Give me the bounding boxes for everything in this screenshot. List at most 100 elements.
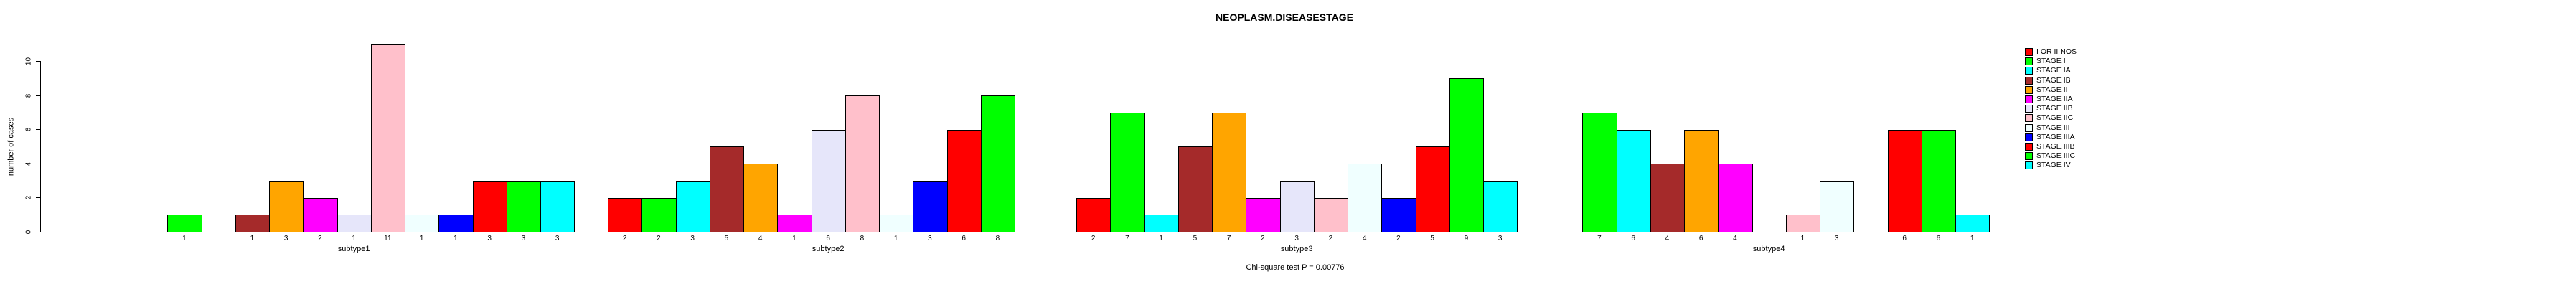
chart-title: NEOPLASM.DISEASESTAGE bbox=[1216, 11, 1353, 23]
bar bbox=[641, 197, 677, 232]
legend-item: STAGE IIB bbox=[2025, 104, 2077, 113]
bar-value-label: 1 bbox=[1970, 235, 1975, 243]
bar-value-label: 3 bbox=[690, 235, 695, 243]
bar-value-label: 4 bbox=[758, 235, 763, 243]
bar-value-label: 6 bbox=[826, 235, 830, 243]
bar-value-label: 3 bbox=[283, 235, 288, 243]
bar-value-label: 6 bbox=[1936, 235, 1941, 243]
legend-item: STAGE IIIA bbox=[2025, 133, 2077, 142]
bar bbox=[235, 215, 270, 232]
bar bbox=[1415, 146, 1450, 232]
bar-value-label: 4 bbox=[1733, 235, 1737, 243]
legend-label: STAGE IV bbox=[2036, 161, 2071, 170]
legend-label: STAGE IIB bbox=[2036, 104, 2073, 113]
bar bbox=[1483, 180, 1518, 232]
bar-value-label: 7 bbox=[1597, 235, 1602, 243]
bar-value-label: 2 bbox=[318, 235, 322, 243]
legend-swatch bbox=[2025, 85, 2033, 94]
bar-value-label: 11 bbox=[384, 235, 392, 243]
group-label: subtype3 bbox=[1280, 245, 1313, 253]
bar-value-label: 1 bbox=[453, 235, 458, 243]
bar-value-label: 5 bbox=[1193, 235, 1198, 243]
bar bbox=[1684, 129, 1719, 232]
y-tick-label: 8 bbox=[24, 93, 33, 98]
legend-swatch bbox=[2025, 114, 2033, 123]
bar-value-label: 3 bbox=[1294, 235, 1299, 243]
bar-value-label: 3 bbox=[1498, 235, 1503, 243]
bar-value-label: 3 bbox=[555, 235, 560, 243]
y-tick-label: 6 bbox=[24, 127, 33, 132]
bar-value-label: 8 bbox=[860, 235, 865, 243]
bar-value-label: 5 bbox=[724, 235, 729, 243]
chi-square-annotation: Chi-square test P = 0.00776 bbox=[1246, 263, 1345, 272]
bar bbox=[1381, 197, 1416, 232]
bar-value-label: 3 bbox=[928, 235, 932, 243]
legend-swatch bbox=[2025, 105, 2033, 113]
bar bbox=[980, 95, 1015, 232]
bar bbox=[946, 129, 982, 232]
bar bbox=[1076, 197, 1111, 232]
legend-label: STAGE I bbox=[2036, 57, 2066, 66]
bar bbox=[743, 164, 779, 232]
y-tick-label: 4 bbox=[24, 161, 33, 166]
legend-item: STAGE IB bbox=[2025, 76, 2077, 85]
legend-label: STAGE IB bbox=[2036, 75, 2071, 85]
bar-value-label: 1 bbox=[893, 235, 898, 243]
legend-label: I OR II NOS bbox=[2036, 47, 2077, 57]
bar bbox=[303, 197, 338, 232]
bar-value-label: 2 bbox=[1328, 235, 1333, 243]
legend-swatch bbox=[2025, 133, 2033, 141]
bar-value-label: 2 bbox=[1091, 235, 1096, 243]
legend-swatch bbox=[2025, 48, 2033, 57]
bar-value-label: 1 bbox=[1800, 235, 1805, 243]
legend-swatch bbox=[2025, 57, 2033, 66]
bar bbox=[370, 44, 405, 232]
legend-swatch bbox=[2025, 161, 2033, 170]
y-tick-label: 2 bbox=[24, 195, 33, 200]
bar-value-label: 3 bbox=[487, 235, 492, 243]
bar bbox=[1144, 215, 1179, 232]
bar bbox=[913, 180, 948, 232]
bar bbox=[879, 215, 914, 232]
y-tick-label: 0 bbox=[24, 230, 33, 234]
legend-label: STAGE IIA bbox=[2036, 95, 2073, 104]
bar-value-label: 2 bbox=[1396, 235, 1401, 243]
bar bbox=[438, 215, 474, 232]
bar-value-label: 3 bbox=[521, 235, 526, 243]
legend-item: STAGE IIC bbox=[2025, 113, 2077, 123]
legend-item: STAGE IIIC bbox=[2025, 151, 2077, 161]
legend-swatch bbox=[2025, 152, 2033, 161]
bar bbox=[608, 197, 643, 232]
y-tick-mark bbox=[36, 197, 41, 198]
bar bbox=[1820, 180, 1855, 232]
bar-value-label: 1 bbox=[1159, 235, 1163, 243]
bar bbox=[675, 180, 710, 232]
legend-swatch bbox=[2025, 95, 2033, 104]
bar-value-label: 7 bbox=[1125, 235, 1129, 243]
legend-item: STAGE IA bbox=[2025, 66, 2077, 75]
bar-value-label: 6 bbox=[962, 235, 966, 243]
y-tick-label: 10 bbox=[24, 57, 33, 66]
y-tick-mark bbox=[36, 61, 41, 62]
legend-label: STAGE II bbox=[2036, 85, 2068, 94]
bar bbox=[1785, 215, 1820, 232]
bar-value-label: 9 bbox=[1464, 235, 1469, 243]
bar bbox=[540, 180, 575, 232]
legend-item: I OR II NOS bbox=[2025, 47, 2077, 57]
bar bbox=[269, 180, 304, 232]
group-label: subtype2 bbox=[812, 245, 845, 253]
bar bbox=[845, 95, 880, 232]
legend-item: STAGE IIIB bbox=[2025, 142, 2077, 151]
bar-value-label: 1 bbox=[792, 235, 796, 243]
y-axis-line bbox=[40, 61, 41, 232]
bar bbox=[506, 180, 541, 232]
bar bbox=[1650, 164, 1685, 232]
bar bbox=[1449, 78, 1484, 232]
y-tick-mark bbox=[36, 129, 41, 130]
bar-value-label: 2 bbox=[657, 235, 661, 243]
bar bbox=[1212, 112, 1247, 232]
bar-value-label: 3 bbox=[1834, 235, 1839, 243]
legend-item: STAGE I bbox=[2025, 57, 2077, 66]
bar-value-label: 4 bbox=[1362, 235, 1367, 243]
legend-label: STAGE IIIA bbox=[2036, 132, 2075, 141]
